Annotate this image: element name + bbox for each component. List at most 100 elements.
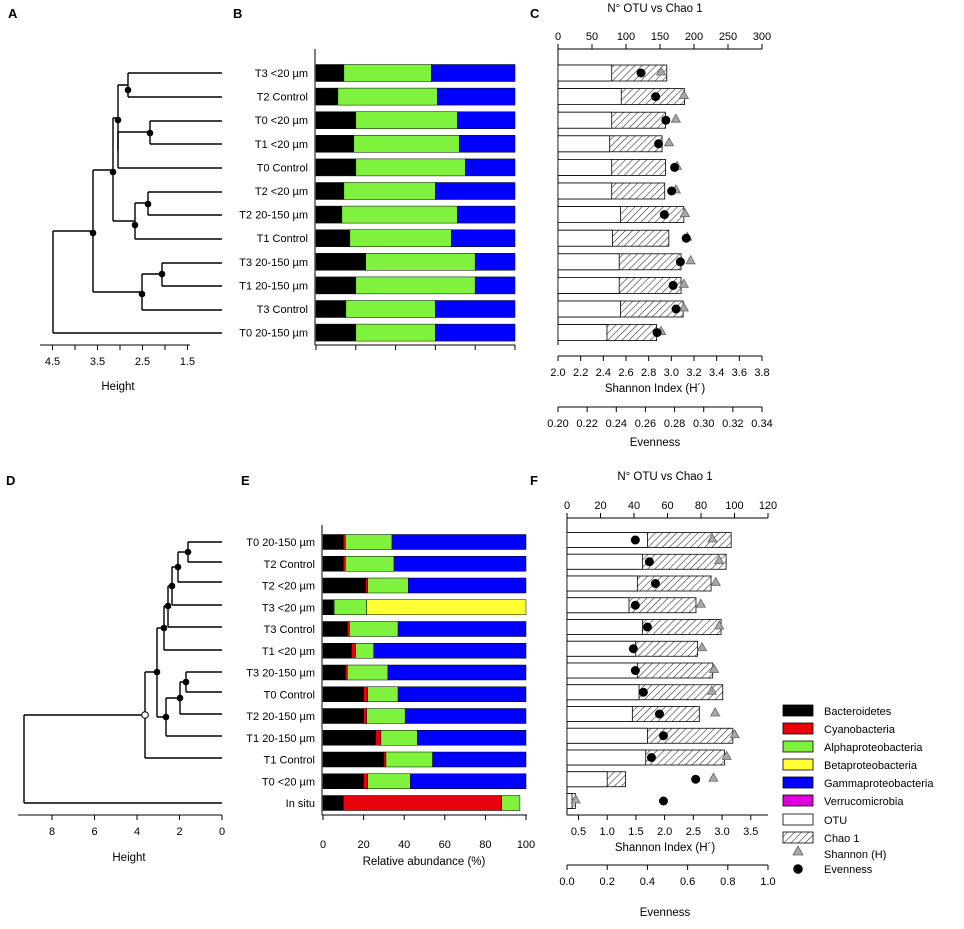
- panel-c-shannon-tick-label-6: 3.2: [686, 367, 701, 379]
- panel-e-bar-in-situ-cyanobacteria: [343, 795, 502, 811]
- panel-b-bar-t0-20-m-bacteroidetes: [315, 111, 357, 129]
- panel-f-evenness-marker-t3-20-150-m: [630, 666, 640, 675]
- panel-c-top-tick-label-0: 0: [555, 31, 561, 43]
- panel-b-bar-t1-20-150-m-gammaproteobacteria: [474, 276, 516, 295]
- panel-c-evenness-marker-t2-20-150-m: [659, 210, 669, 220]
- panel-e-bar-t3-20-150-m-bacteroidetes: [322, 664, 346, 681]
- panel-b-bar-t3-20-m-alphaproteobacteria: [343, 64, 432, 82]
- panel-c-otu-bar-t0-control: [557, 158, 613, 176]
- panel-b-bar-t2-20-m-bacteroidetes: [315, 182, 345, 200]
- legend-label-evenness: Evenness: [824, 864, 873, 876]
- panel-e-label-t0-20-150-m: T0 20-150 µm: [246, 537, 315, 549]
- panel-e-bar-in-situ-alphaproteobacteria: [501, 795, 521, 811]
- panel-e-stacked-bars: 0 20 40 60 80 100 Relative abundance (%) T0 2…: [246, 525, 535, 868]
- panel-e-xtick-label-5: 100: [517, 839, 535, 851]
- panel-label-d: D: [6, 473, 15, 488]
- panel-e-label-t3-control: T3 Control: [264, 624, 315, 636]
- panel-f-evenness-marker-t0-control: [638, 687, 648, 697]
- panel-label-c: C: [530, 6, 540, 21]
- panel-f-otu-bar-t1-control: [566, 749, 647, 766]
- panel-b-bar-t3-control-alphaproteobacteria: [345, 300, 436, 318]
- panel-e-bar-t1-20-m-gammaproteobacteria: [373, 643, 527, 659]
- panel-f-shannon-marker-t0-20-150-m: [707, 533, 718, 543]
- panel-e-x-ticks: 0 20 40 60 80 100: [320, 815, 535, 851]
- panel-c-top-tick-label-1: 50: [586, 31, 598, 43]
- panel-b-bar-t1-20-m-gammaproteobacteria: [459, 135, 516, 153]
- panel-e-bar-t2-20-m-cyanobacteria: [365, 577, 368, 594]
- panel-b-bar-t3-20-150-m-bacteroidetes: [315, 253, 366, 271]
- dendro-top-tick-label-3: 1.5: [180, 356, 195, 368]
- panel-b-bar-t2-20-150-m-alphaproteobacteria: [341, 205, 458, 224]
- panel-f-shannon-marker-t1-20-m: [696, 641, 708, 652]
- panel-c-diversity: N° OTU vs Chao 1 0 50 100 150 200 250 300 2.0 2…: [547, 3, 772, 449]
- panel-e-label-in-situ: In situ: [286, 798, 315, 810]
- dendrogram-top-lines: [52, 72, 222, 334]
- panel-c-marks: [557, 64, 696, 342]
- panel-f-top-tick-label-3: 60: [661, 500, 673, 512]
- panel-b-x-ticks: [315, 345, 516, 350]
- panel-c-otu-bar-t0-20-m: [557, 111, 613, 129]
- panel-c-shannon-tick-label-4: 2.8: [641, 367, 656, 379]
- panel-f-top-tick-label-2: 40: [628, 500, 640, 512]
- panel-e-bar-t0-20-150-m-bacteroidetes: [322, 534, 344, 550]
- panel-b-label-t0-20-m: T0 <20 µm: [255, 115, 308, 127]
- dendro-bottom-tick-label-1: 6: [91, 826, 97, 838]
- legend-label-shannon: Shannon (H): [824, 849, 886, 861]
- dendrogram-bottom: 8 6 4 2 0 Height: [18, 541, 225, 864]
- legend-label-otu: OTU: [824, 815, 847, 827]
- panel-e-bar-t3-control-bacteroidetes: [322, 621, 348, 637]
- dendrogram-top-ticks: 4.5 3.5 2.5 1.5: [45, 345, 195, 368]
- legend-item-cyanobacteria: Cyanobacteria: [782, 722, 896, 736]
- panel-e-bar-t1-control-alphaproteobacteria: [385, 751, 433, 768]
- panel-e-label-t0-20-m: T0 <20 µm: [262, 776, 315, 788]
- panel-e-xtick-label-0: 0: [320, 839, 326, 851]
- panel-b-label-t0-control: T0 Control: [257, 162, 308, 174]
- panel-f-shannon-marker-in-situ: [570, 794, 581, 804]
- panel-e-bar-t0-control-alphaproteobacteria: [367, 686, 399, 702]
- panel-e-category-labels: T0 20-150 µm T2 Control T2 <20 µm T3 <20 µm…: [246, 537, 315, 810]
- panel-f-shannon-tick-label-6: 3.5: [743, 826, 758, 838]
- panel-f-shannon-tick-label-2: 1.5: [628, 826, 643, 838]
- panel-e-bar-t2-control-gammaproteobacteria: [393, 556, 527, 572]
- panel-f-otu-bar-t0-20-150-m: [566, 532, 648, 548]
- panel-e-bar-t0-control-cyanobacteria: [363, 686, 368, 702]
- panel-c-evenness-marker-t2-20-m: [667, 186, 677, 196]
- panel-f-shannon-ticks: 0.5 1.0 1.5 2.0 2.5 3.0 3.5: [571, 815, 758, 838]
- panel-f-evenness-marker-t1-20-150-m: [658, 731, 668, 741]
- panel-c-evenness-marker-t1-20-m: [654, 139, 664, 149]
- panel-b-bar-t0-20-m-gammaproteobacteria: [457, 111, 516, 129]
- panel-f-otu-bar-t1-20-m: [566, 640, 637, 657]
- legend-swatch-verrucomicrobia: [782, 794, 814, 807]
- panel-c-evenness-marker-t1-20-150-m: [668, 280, 678, 290]
- panel-e-bar-t0-control-gammaproteobacteria: [397, 686, 527, 702]
- panel-f-marks: [566, 532, 740, 809]
- dendrogram-bottom-xlabel: Height: [112, 852, 146, 864]
- panel-e-bar-t1-20-m-alphaproteobacteria: [355, 643, 375, 659]
- panel-f-shannon-marker-t0-control: [706, 685, 717, 695]
- panel-e-bar-t3-20-m-alphaproteobacteria: [333, 599, 367, 615]
- panel-b-bar-t0-20-150-m-bacteroidetes: [315, 323, 357, 342]
- panel-f-evenness-marker-t1-20-m: [628, 644, 638, 654]
- panel-c-shannon-tick-label-5: 3.0: [664, 367, 679, 379]
- panel-c-top-tick-label-2: 100: [617, 31, 635, 43]
- panel-e-label-t1-control: T1 Control: [264, 755, 315, 767]
- panel-e-bar-t2-20-150-m-alphaproteobacteria: [366, 708, 406, 724]
- panel-f-otu-bar-t1-20-150-m: [566, 727, 648, 744]
- panel-c-otu-bar-t1-20-m: [557, 135, 611, 153]
- panel-b-bar-t0-control-bacteroidetes: [315, 158, 357, 177]
- panel-c-otu-bar-t0-20-150-m: [557, 324, 608, 342]
- panel-c-evenness-marker-t0-20-150-m: [652, 328, 662, 338]
- legend-item-bacteroidetes: Bacteroidetes: [782, 704, 892, 718]
- panel-f-evenness-label: Evenness: [640, 907, 691, 919]
- panel-b-bar-t2-control-alphaproteobacteria: [337, 87, 438, 106]
- panel-c-evenness-tick-label-2: 0.24: [606, 418, 627, 430]
- panel-e-bar-t3-control-alphaproteobacteria: [349, 621, 399, 637]
- panel-c-shannon-tick-label-2: 2.4: [596, 367, 611, 379]
- panel-b-bar-t2-20-150-m-gammaproteobacteria: [457, 205, 516, 224]
- legend-item-chao1: Chao 1: [782, 831, 859, 845]
- legend-label-alphaproteobacteria: Alphaproteobacteria: [824, 742, 923, 754]
- panel-b-bar-t2-20-m-alphaproteobacteria: [343, 182, 436, 200]
- panel-c-shannon-marker-t1-20-m: [663, 136, 675, 147]
- panel-f-shannon-marker-t1-20-150-m: [729, 728, 740, 739]
- panel-c-top-tick-label-3: 150: [651, 31, 669, 43]
